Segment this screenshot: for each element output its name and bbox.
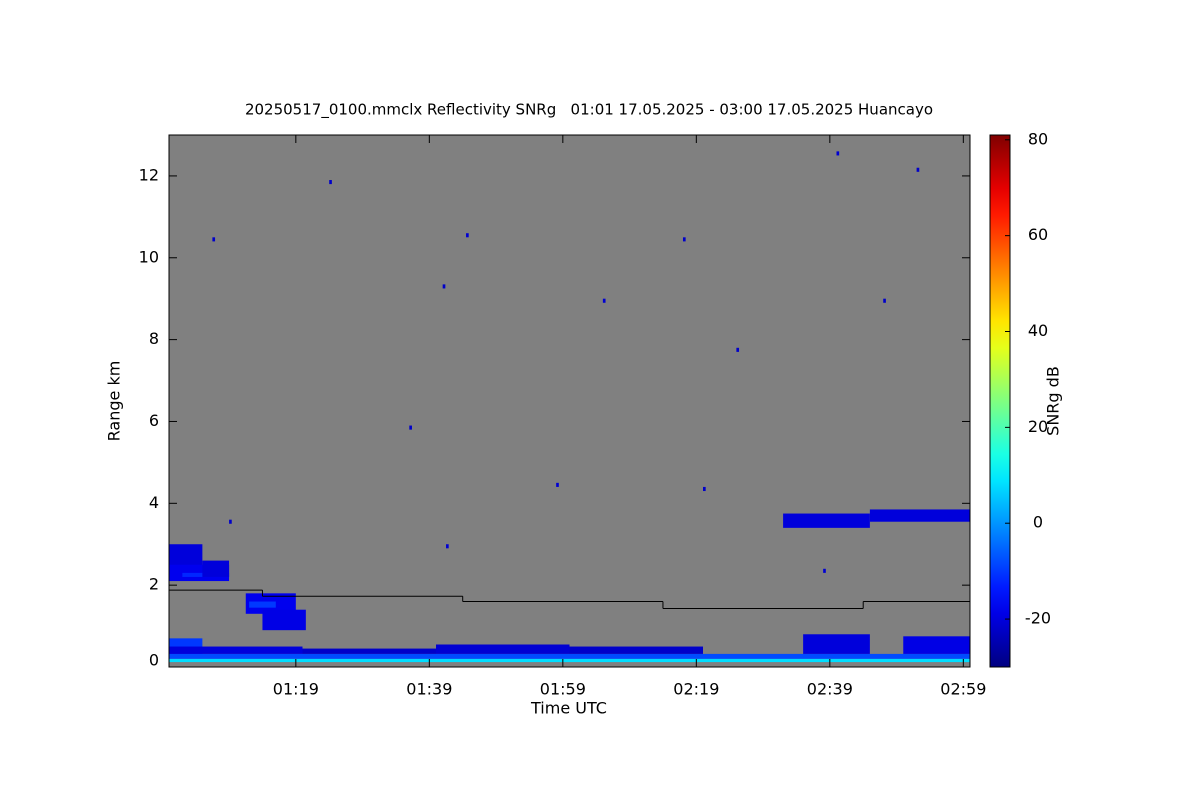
y-tick-label: 6 bbox=[149, 411, 159, 430]
echo-cell bbox=[836, 151, 840, 156]
echo-cell bbox=[169, 653, 970, 659]
x-tick-label: 01:39 bbox=[406, 680, 452, 699]
y-tick-label: 4 bbox=[149, 493, 159, 512]
echo-cell bbox=[703, 486, 706, 492]
echo-cell bbox=[249, 601, 276, 608]
echo-cell bbox=[883, 298, 886, 303]
colorbar bbox=[989, 134, 1011, 668]
echo-cell bbox=[803, 634, 870, 654]
echo-cell bbox=[262, 609, 306, 631]
echo-cell bbox=[602, 298, 606, 303]
echo-cell bbox=[436, 644, 570, 654]
colorbar-tick-label: 80 bbox=[1028, 129, 1048, 148]
x-tick-label: 01:19 bbox=[273, 680, 319, 699]
echo-cell bbox=[446, 544, 449, 549]
y-tick-label: 10 bbox=[139, 247, 159, 266]
echo-cell bbox=[466, 233, 469, 238]
colorbar-tick-label: -20 bbox=[1025, 609, 1051, 628]
x-tick-label: 02:39 bbox=[807, 680, 853, 699]
echo-cell bbox=[823, 568, 826, 573]
plot-background bbox=[169, 135, 970, 667]
echo-cell bbox=[442, 284, 446, 289]
echo-cell bbox=[169, 658, 970, 663]
colorbar-tick-label: 60 bbox=[1028, 225, 1048, 244]
x-axis-label: Time UTC bbox=[530, 699, 607, 718]
echo-cell bbox=[903, 636, 970, 654]
colorbar-tick-label: 40 bbox=[1028, 321, 1048, 340]
echo-cell bbox=[736, 347, 740, 352]
echo-cell bbox=[229, 519, 232, 524]
y-tick-label: 0 bbox=[149, 651, 159, 670]
y-tick-label: 8 bbox=[149, 329, 159, 348]
x-tick-label: 02:59 bbox=[940, 680, 986, 699]
echo-cell bbox=[682, 237, 686, 242]
echo-cell bbox=[212, 237, 216, 242]
echo-cell bbox=[329, 180, 332, 185]
echo-cell bbox=[556, 482, 559, 487]
colorbar-tick-label: 20 bbox=[1028, 417, 1048, 436]
y-axis-label: Range km bbox=[105, 361, 124, 442]
colorbar-tick-label: 0 bbox=[1033, 513, 1043, 532]
echo-cell bbox=[569, 646, 703, 654]
echo-cell bbox=[409, 425, 412, 430]
echo-cell bbox=[302, 648, 436, 654]
echo-cell bbox=[783, 513, 870, 528]
x-tick-label: 01:59 bbox=[540, 680, 586, 699]
echo-cell bbox=[869, 509, 970, 522]
plot-frame bbox=[168, 134, 971, 668]
chart-title: 20250517_0100.mmclx Reflectivity SNRg 01… bbox=[245, 101, 933, 120]
y-tick-label: 12 bbox=[139, 165, 159, 184]
colorbar-label: SNRg dB bbox=[1044, 366, 1063, 436]
echo-cell bbox=[916, 167, 920, 172]
echo-cell bbox=[169, 646, 303, 654]
echo-cell bbox=[202, 560, 230, 577]
x-tick-label: 02:19 bbox=[673, 680, 719, 699]
y-tick-label: 2 bbox=[149, 575, 159, 594]
